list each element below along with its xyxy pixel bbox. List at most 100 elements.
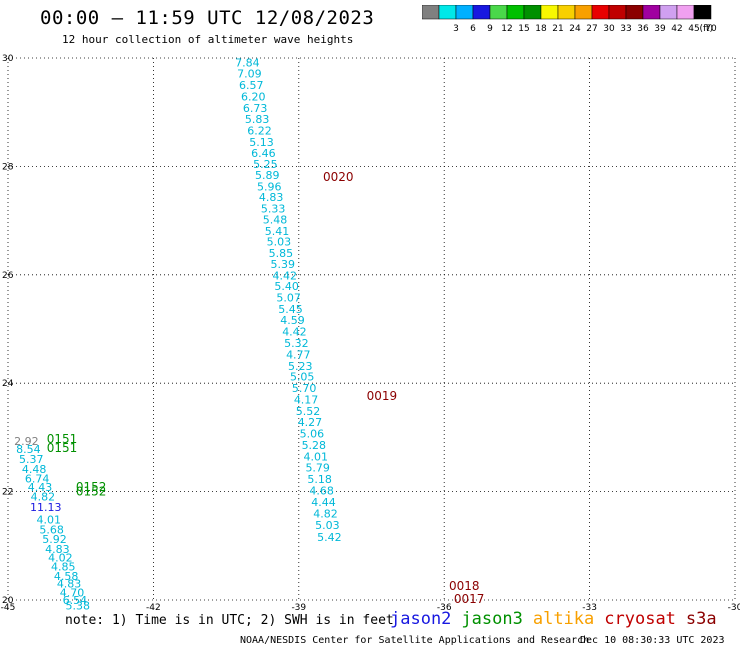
x-tick-label: -30 [728,603,740,613]
satellite-label: cryosat [604,609,676,629]
legend-swatch [591,5,610,20]
legend-swatch [438,5,457,20]
time-label: 0151 [47,432,78,446]
legend-tick-label: 3 [453,24,459,34]
swh-data-label: 5.07 [276,291,301,304]
swh-data-label: 5.52 [296,405,321,418]
legend-tick-label: 27 [586,24,597,34]
legend-tick-label: 15 [518,24,529,34]
swh-data-label: 4.83 [57,578,82,591]
legend-swatch [625,5,644,20]
swh-data-label: 5.45 [278,303,303,316]
legend-swatch [608,5,627,20]
swh-data-label: 6.74 [25,473,50,486]
swh-data-label: 4.83 [45,543,70,556]
satellite-legend: jason2 jason3 altika cryosat s3a [390,609,727,629]
legend-tick-label: 36 [637,24,649,34]
swh-data-label: 7.84 [235,56,260,69]
swh-data-label: 6.57 [239,79,264,92]
legend-tick-label: 45 [688,24,699,34]
swh-data-label: 6.46 [251,147,276,160]
swh-data-label: 5.25 [253,158,278,171]
swh-data-label: 5.85 [269,247,294,260]
time-label: 0018 [449,579,480,593]
legend-tick-label: 33 [620,24,631,34]
legend-tick-label: 12 [501,24,512,34]
satellite-label: jason2 [390,609,452,629]
y-tick-label: 20 [2,596,14,606]
swh-data-label: 4.48 [22,463,47,476]
y-tick-label: 24 [2,379,14,389]
swh-data-label: 6.20 [241,90,266,103]
y-tick-label: 26 [2,271,14,281]
swh-data-label: 5.42 [317,531,342,544]
swh-data-label: 5.96 [257,180,282,193]
swh-data-label: 4.02 [48,552,73,565]
swh-data-label: 5.48 [263,213,288,226]
swh-data-label: 4.83 [259,191,284,204]
y-tick-label: 28 [2,162,14,172]
legend-tick-label: 24 [569,24,581,34]
swh-data-label: 5.41 [265,225,290,238]
swh-data-label: 4.70 [60,586,85,599]
swh-data-label: 4.27 [298,416,323,429]
chart-subtitle: 12 hour collection of altimeter wave hei… [62,33,354,46]
legend-swatch [693,5,712,20]
legend-tick-label: 18 [535,24,547,34]
chart-title: 00:00 – 11:59 UTC 12/08/2023 [40,7,375,29]
swh-data-label: 4.59 [280,314,305,327]
swh-data-label: 6.54 [63,594,88,607]
swh-data-label: 6.73 [243,102,268,115]
legend-tick-label: 39 [654,24,666,34]
legend-swatch [574,5,593,20]
y-tick-label: 22 [2,488,13,498]
swh-data-label: 5.03 [315,519,340,532]
time-label: 0152 [76,485,107,499]
swh-data-label: 5.83 [245,113,270,126]
swh-data-label: 5.33 [261,203,286,216]
legend-swatch [472,5,491,20]
legend-swatch [489,5,508,20]
swh-data-label: 5.92 [42,533,67,546]
swh-data-label: 4.42 [282,326,307,339]
legend-swatch [642,5,661,20]
time-label: 0152 [76,480,107,494]
swh-data-label: 5.28 [302,439,327,452]
swh-data-label: 4.01 [304,450,329,463]
swh-data-label: 5.70 [292,382,317,395]
x-tick-label: -39 [291,603,306,613]
swh-data-label: 4.01 [36,514,61,527]
satellite-label: altika [532,609,595,629]
legend-tick-label: 6 [470,24,476,34]
legend-swatch [557,5,576,20]
time-label: 0151 [47,441,78,455]
time-label: 0019 [367,389,398,403]
x-tick-label: -42 [146,603,161,613]
x-tick-label: -45 [1,603,16,613]
satellite-label: jason3 [461,609,523,629]
legend-swatch [659,5,678,20]
swh-data-label: 5.39 [271,258,296,271]
swh-data-label: 4.58 [54,570,79,583]
swh-data-label: 5.05 [290,371,315,384]
legend-tick-label: 9 [487,24,493,34]
satellite-label: s3a [685,609,717,629]
legend-swatch [455,5,474,20]
generated-timestamp: Dec 10 08:30:33 UTC 2023 [580,635,725,646]
swh-data-label: 4.42 [272,269,297,282]
time-label: 0017 [454,592,485,606]
credit-text: NOAA/NESDIS Center for Satellite Applica… [240,635,590,646]
swh-data-label: 5.06 [300,428,325,441]
swh-data-label: 4.68 [309,484,334,497]
swh-data-label: 6.22 [247,125,272,138]
swh-data-label: 4.43 [28,481,53,494]
swh-data-label: 5.89 [255,169,280,182]
swh-data-label: 2.92 [14,435,39,448]
footnote: note: 1) Time is in UTC; 2) SWH is in fe… [65,613,394,628]
swh-data-label: 5.23 [288,360,313,373]
swh-data-label: 5.32 [284,337,309,350]
swh-data-label: 5.79 [305,462,330,475]
swh-data-label: 5.68 [39,523,64,536]
swh-data-label: 4.77 [286,348,311,361]
